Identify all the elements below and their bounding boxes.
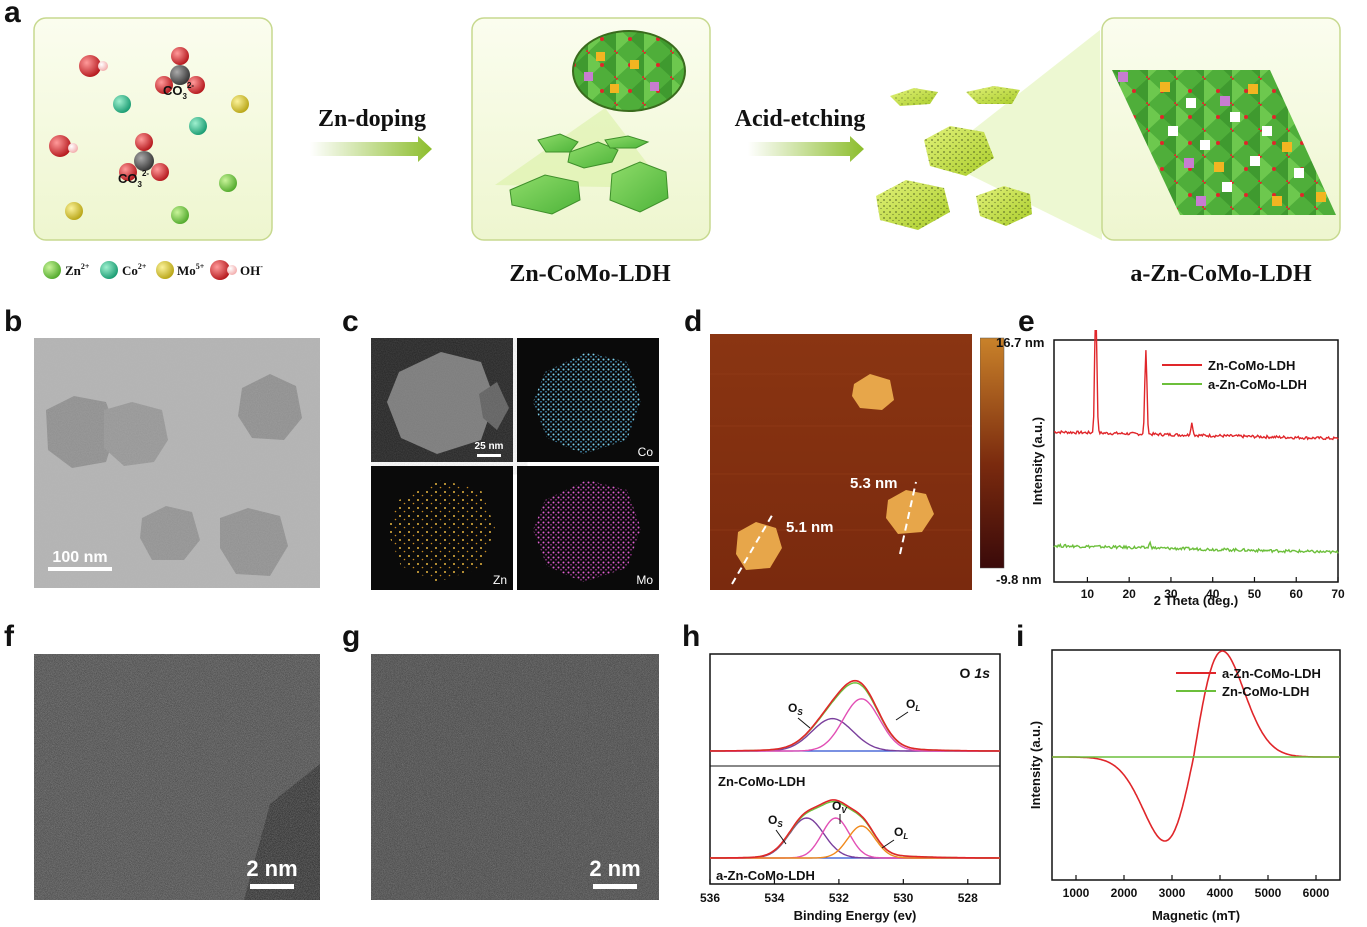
epr-legend-1: a-Zn-CoMo-LDH [1222, 666, 1321, 681]
svg-text:OH-: OH- [240, 262, 263, 278]
panel-label-e: e [1018, 305, 1035, 338]
ion-legend: Zn2+ Co2+ Mo5+ OH- [43, 260, 263, 280]
colorbar-max: 16.7 nm [996, 335, 1044, 350]
haadf-image-g: 2 nm [371, 654, 659, 900]
xrd-legend-2: a-Zn-CoMo-LDH [1208, 377, 1307, 392]
height-label-2: 5.1 nm [786, 519, 834, 536]
step-zn-doping: Zn-doping [318, 106, 426, 132]
xps-xtick-label-3: 530 [893, 891, 913, 905]
panel-label-b: b [4, 305, 23, 338]
afm-image-d: 5.1 nm 5.3 nm [710, 334, 972, 590]
epr-xtick-label-0: 1000 [1063, 886, 1090, 900]
scale-bar-c: 25 nm [475, 441, 504, 452]
xrd-plot-frame [1053, 339, 1339, 583]
xps-xtick-label-0: 536 [700, 891, 720, 905]
epr-xtick-label-1: 2000 [1111, 886, 1138, 900]
xrd-chart: Intensity (a.u.) 2 Theta (deg.) 10 20 30 40… [1030, 330, 1345, 608]
xrd-series-0 [1053, 330, 1339, 441]
panel-a-illustration: CO32- CO32- Zn-doping Acid-etching [33, 17, 1341, 287]
xps-bottom-component-1 [710, 817, 1000, 859]
xrd-xtick-label-3: 40 [1206, 587, 1220, 601]
epr-xtick-label-4: 5000 [1255, 886, 1282, 900]
xps-annotations: OS OL OS OV OL [768, 697, 920, 849]
epr-chart: Intensity (a.u.) Magnetic (mT) 1000 2000 3… [1028, 649, 1341, 923]
xps-bottom-envelope [710, 799, 1000, 859]
svg-text:Mo5+: Mo5+ [177, 262, 205, 278]
xps-xlabel: Binding Energy (ev) [794, 908, 917, 923]
xrd-xtick-label-5: 60 [1290, 587, 1304, 601]
xrd-xlabel: 2 Theta (deg.) [1154, 593, 1239, 608]
afm-colorbar: 16.7 nm -9.8 nm [980, 335, 1044, 587]
map-label-co: Co [638, 445, 654, 459]
height-label-1: 5.3 nm [850, 475, 898, 492]
epr-legend-2: Zn-CoMo-LDH [1222, 684, 1309, 699]
svg-text:Co2+: Co2+ [122, 262, 147, 278]
xps-bottom-component-0 [710, 817, 1000, 859]
ann-top-ol: OL [906, 697, 920, 713]
panel-label-h: h [682, 620, 701, 653]
xrd-xtick-label-4: 50 [1248, 587, 1262, 601]
xrd-legend: Zn-CoMo-LDH a-Zn-CoMo-LDH [1162, 358, 1307, 392]
epr-series-0 [1052, 650, 1340, 842]
xrd-xtick-label-1: 20 [1122, 587, 1136, 601]
xrd-series-1 [1053, 540, 1339, 555]
xps-xtick-label-2: 532 [829, 891, 849, 905]
panel-label-i: i [1016, 620, 1025, 653]
epr-ylabel: Intensity (a.u.) [1028, 721, 1043, 809]
epr-xlabel: Magnetic (mT) [1152, 908, 1240, 923]
eds-mapping-c: 25 nm Co Zn Mo [371, 338, 659, 590]
xrd-legend-1: Zn-CoMo-LDH [1208, 358, 1295, 373]
epr-plot-frame [1051, 649, 1341, 881]
svg-text:Zn2+: Zn2+ [65, 262, 90, 278]
panel-label-a: a [4, 0, 21, 29]
scale-bar-f: 2 nm [246, 856, 297, 881]
colorbar-min: -9.8 nm [996, 572, 1042, 587]
xps-top-component-0 [710, 717, 1000, 752]
xps-xtick-label-4: 528 [958, 891, 978, 905]
ann-top-os: OS [788, 701, 803, 717]
epr-xtick-label-2: 3000 [1159, 886, 1186, 900]
xps-top-fit [710, 682, 1000, 752]
panel-label-f: f [4, 620, 14, 653]
ann-bot-ol: OL [894, 825, 908, 841]
xps-chart: O 1s Zn-CoMo-LDH a-Zn-CoMo-LDH Binding En… [700, 653, 1001, 923]
xps-top-envelope [710, 679, 1000, 752]
xps-plot-frame [709, 653, 1001, 885]
haadf-image-f: 2 nm [34, 654, 320, 900]
xrd-ylabel: Intensity (a.u.) [1030, 417, 1045, 505]
panel-label-g: g [342, 620, 361, 653]
xrd-xtick-label-0: 10 [1081, 587, 1095, 601]
xps-xtick-label-1: 534 [764, 891, 784, 905]
xps-title: O 1s [960, 665, 991, 681]
co3-label-1: CO32- [163, 81, 194, 101]
product-zn-como-ldh: Zn-CoMo-LDH [509, 261, 671, 287]
tem-image-b: 100 nm [34, 338, 320, 588]
xps-top-component-1 [710, 698, 1000, 752]
co3-label-2: CO32- [118, 169, 149, 189]
epr-xtick-label-5: 6000 [1303, 886, 1330, 900]
epr-legend: a-Zn-CoMo-LDH Zn-CoMo-LDH [1176, 666, 1321, 699]
epr-xtick-label-3: 4000 [1207, 886, 1234, 900]
xrd-xtick-label-6: 70 [1331, 587, 1345, 601]
panel-label-c: c [342, 305, 359, 338]
xrd-xtick-label-2: 30 [1164, 587, 1178, 601]
ann-bot-os: OS [768, 813, 783, 829]
xps-bottom-name: a-Zn-CoMo-LDH [716, 868, 815, 883]
ann-bot-ov: OV [832, 799, 847, 815]
xps-top-name: Zn-CoMo-LDH [718, 774, 805, 789]
panel-label-d: d [684, 305, 703, 338]
map-label-zn: Zn [493, 573, 507, 587]
scale-bar-g: 2 nm [589, 856, 640, 881]
map-label-mo: Mo [636, 573, 653, 587]
scale-bar-b: 100 nm [52, 549, 107, 566]
product-a-zn-como-ldh: a-Zn-CoMo-LDH [1130, 261, 1312, 287]
step-acid-etching: Acid-etching [735, 106, 866, 132]
